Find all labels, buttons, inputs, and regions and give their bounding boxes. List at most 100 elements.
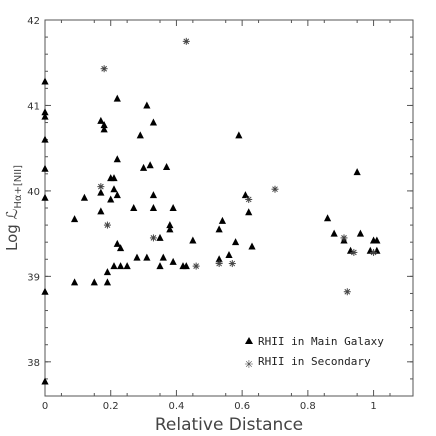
data-point-main-galaxy: [113, 94, 121, 102]
data-point-main-galaxy: [80, 193, 89, 201]
data-point-main-galaxy: [110, 185, 118, 193]
data-point-secondary: [182, 37, 190, 45]
data-point-main-galaxy: [41, 77, 49, 85]
data-point-main-galaxy: [41, 108, 49, 116]
legend-label-main: RHII in Main Galaxy: [258, 335, 384, 348]
data-point-main-galaxy: [123, 262, 131, 270]
data-point-main-galaxy: [41, 193, 49, 201]
data-point-main-galaxy: [166, 221, 174, 229]
data-point-main-galaxy: [133, 253, 141, 261]
data-point-secondary: [228, 260, 236, 268]
data-point-main-galaxy: [356, 229, 365, 237]
y-axis-title: Log ℒHα+[NII]: [3, 165, 24, 251]
data-point-main-galaxy: [90, 278, 98, 286]
y-tick-label: 38: [27, 358, 40, 369]
data-point-main-galaxy: [70, 215, 79, 223]
data-point-main-galaxy: [41, 112, 49, 120]
data-point-main-galaxy: [353, 168, 361, 176]
data-point-main-galaxy: [113, 239, 121, 247]
series-main-galaxy: [41, 77, 381, 385]
data-point-secondary: [245, 195, 253, 203]
data-point-main-galaxy: [218, 216, 227, 224]
data-point-main-galaxy: [146, 161, 154, 169]
data-point-main-galaxy: [41, 135, 49, 143]
data-point-main-galaxy: [97, 116, 105, 124]
svg-text:Log ℒHα+[NII]: Log ℒHα+[NII]: [3, 165, 24, 251]
x-tick-label: 0.4: [168, 401, 184, 412]
data-point-main-galaxy: [41, 377, 49, 385]
data-point-main-galaxy: [116, 262, 125, 270]
data-point-main-galaxy: [156, 233, 164, 241]
data-point-main-galaxy: [248, 242, 256, 250]
x-tick-label: 0.6: [234, 401, 250, 412]
y-tick-label: 41: [27, 101, 40, 112]
y-axis-title-subscript: Hα+[NII]: [13, 165, 24, 209]
data-point-main-galaxy: [143, 253, 151, 261]
data-point-secondary: [215, 260, 223, 268]
data-point-main-galaxy: [215, 255, 223, 263]
data-point-main-galaxy: [149, 191, 158, 199]
data-point-main-galaxy: [162, 162, 171, 170]
data-point-main-galaxy: [373, 236, 381, 244]
data-point-main-galaxy: [143, 101, 151, 109]
data-point-secondary: [370, 248, 378, 256]
data-point-main-galaxy: [149, 204, 158, 211]
data-point-secondary: [271, 185, 279, 193]
tick-labels: 0 0.2 0.4 0.6 0.8 1 38 39 40 41 42: [27, 16, 376, 412]
data-point-secondary: [97, 183, 105, 191]
x-tick-label: 0: [42, 401, 48, 412]
data-point-main-galaxy: [245, 208, 253, 216]
data-point-main-galaxy: [130, 204, 138, 211]
y-tick-label: 42: [27, 16, 40, 27]
data-point-main-galaxy: [41, 287, 49, 295]
data-point-main-galaxy: [231, 238, 240, 246]
data-point-main-galaxy: [323, 214, 332, 222]
legend-marker-secondary: ✳: [244, 358, 253, 371]
legend-label-secondary: RHII in Secondary: [258, 355, 371, 368]
data-point-main-galaxy: [156, 262, 164, 270]
data-point-main-galaxy: [215, 225, 223, 233]
legend: RHII in Main Galaxy ✳ RHII in Secondary: [244, 335, 384, 371]
x-tick-label: 0.8: [300, 401, 316, 412]
data-point-main-galaxy: [139, 163, 148, 171]
data-point-main-galaxy: [330, 229, 338, 237]
data-point-main-galaxy: [189, 236, 197, 244]
y-axis-title-main: Log ℒ: [3, 209, 21, 251]
data-point-main-galaxy: [136, 131, 144, 139]
data-point-main-galaxy: [116, 244, 125, 252]
data-point-main-galaxy: [100, 125, 108, 133]
data-point-main-galaxy: [113, 155, 121, 163]
data-point-main-galaxy: [159, 253, 167, 261]
data-point-main-galaxy: [97, 207, 105, 215]
data-point-main-galaxy: [103, 268, 112, 276]
data-point-secondary: [149, 234, 157, 242]
data-point-main-galaxy: [113, 191, 121, 199]
data-point-main-galaxy: [110, 174, 118, 182]
data-point-main-galaxy: [70, 278, 79, 286]
data-point-secondary: [343, 288, 351, 296]
data-point-main-galaxy: [110, 262, 118, 270]
data-point-main-galaxy: [41, 164, 49, 172]
legend-marker-main: [245, 337, 253, 344]
data-point-main-galaxy: [225, 251, 233, 258]
data-point-main-galaxy: [241, 191, 250, 199]
x-tick-label: 0.2: [103, 401, 119, 412]
data-point-secondary: [103, 221, 111, 229]
data-point-main-galaxy: [182, 262, 190, 270]
y-tick-label: 39: [27, 272, 40, 283]
y-tick-label: 40: [27, 187, 40, 198]
x-tick-label: 1: [370, 401, 376, 412]
data-point-main-galaxy: [235, 131, 243, 139]
data-point-main-galaxy: [149, 118, 158, 126]
data-point-main-galaxy: [103, 278, 112, 286]
data-point-main-galaxy: [100, 121, 108, 129]
series-secondary: [97, 37, 378, 296]
data-point-main-galaxy: [166, 225, 174, 233]
data-point-main-galaxy: [169, 257, 177, 265]
data-point-main-galaxy: [107, 195, 115, 203]
data-point-secondary: [100, 65, 108, 73]
data-point-secondary: [340, 234, 348, 242]
data-point-secondary: [350, 248, 358, 256]
